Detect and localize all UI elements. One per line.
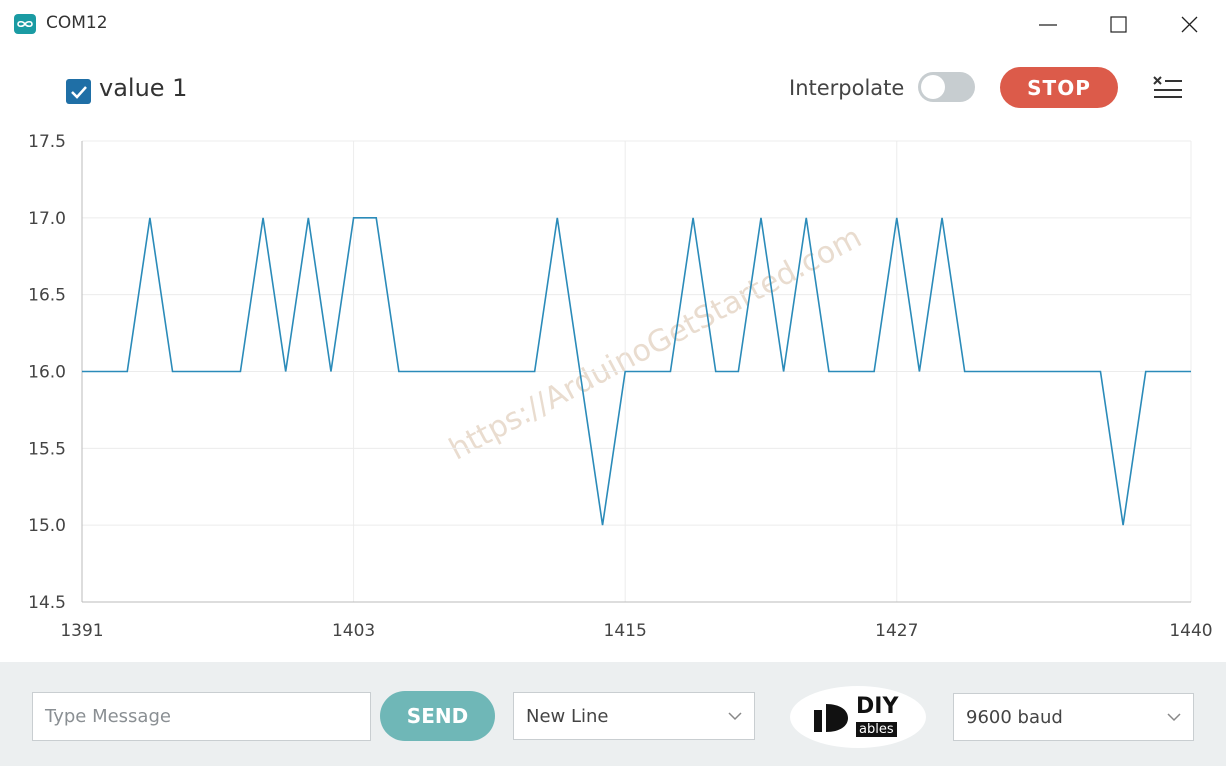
window-controls[interactable] xyxy=(1030,10,1210,40)
series-checkbox[interactable] xyxy=(66,79,92,105)
line-ending-select[interactable]: New Line xyxy=(513,692,755,740)
bottom-bar: Type Message SEND New Line DIY ables 960… xyxy=(0,662,1226,766)
send-button[interactable]: SEND xyxy=(380,691,495,741)
y-tick-label: 16.5 xyxy=(28,286,66,306)
chart: https://ArduinoGetStarted.com 14.5 15.0 15.… xyxy=(28,132,1212,641)
data-line xyxy=(82,217,1191,526)
app-icon xyxy=(14,14,36,34)
logo-badge: DIY ables xyxy=(790,686,926,748)
watermark: https://ArduinoGetStarted.com xyxy=(444,220,868,468)
interpolate-label: Interpolate xyxy=(789,76,905,100)
y-tick-label: 15.0 xyxy=(28,516,66,536)
y-tick-label: 16.0 xyxy=(28,363,66,383)
legend-label: value 1 xyxy=(99,74,188,102)
x-tick-label: 1391 xyxy=(60,621,103,641)
logo-mark xyxy=(814,704,848,732)
x-tick-label: 1427 xyxy=(875,621,918,641)
interpolate-toggle[interactable] xyxy=(917,71,977,103)
y-tick-label: 17.0 xyxy=(28,209,66,229)
y-tick-label: 17.5 xyxy=(28,132,66,152)
dropdown-arrow xyxy=(728,712,742,721)
x-tick-label: 1403 xyxy=(332,621,375,641)
logo-bottom: ables xyxy=(856,722,897,737)
message-input[interactable]: Type Message xyxy=(32,692,371,741)
y-tick-label: 14.5 xyxy=(28,593,66,613)
baud-select[interactable]: 9600 baud xyxy=(953,693,1194,741)
x-tick-label: 1440 xyxy=(1169,621,1212,641)
y-tick-label: 15.5 xyxy=(28,439,66,459)
window-title: COM12 xyxy=(46,13,108,33)
line-ending-value: New Line xyxy=(526,705,609,727)
clear-button[interactable] xyxy=(1150,72,1186,102)
x-tick-label: 1415 xyxy=(604,621,647,641)
baud-value: 9600 baud xyxy=(966,706,1063,728)
dropdown-arrow xyxy=(1167,713,1181,722)
stop-button[interactable]: STOP xyxy=(1000,67,1118,108)
logo-top: DIY xyxy=(856,694,899,719)
